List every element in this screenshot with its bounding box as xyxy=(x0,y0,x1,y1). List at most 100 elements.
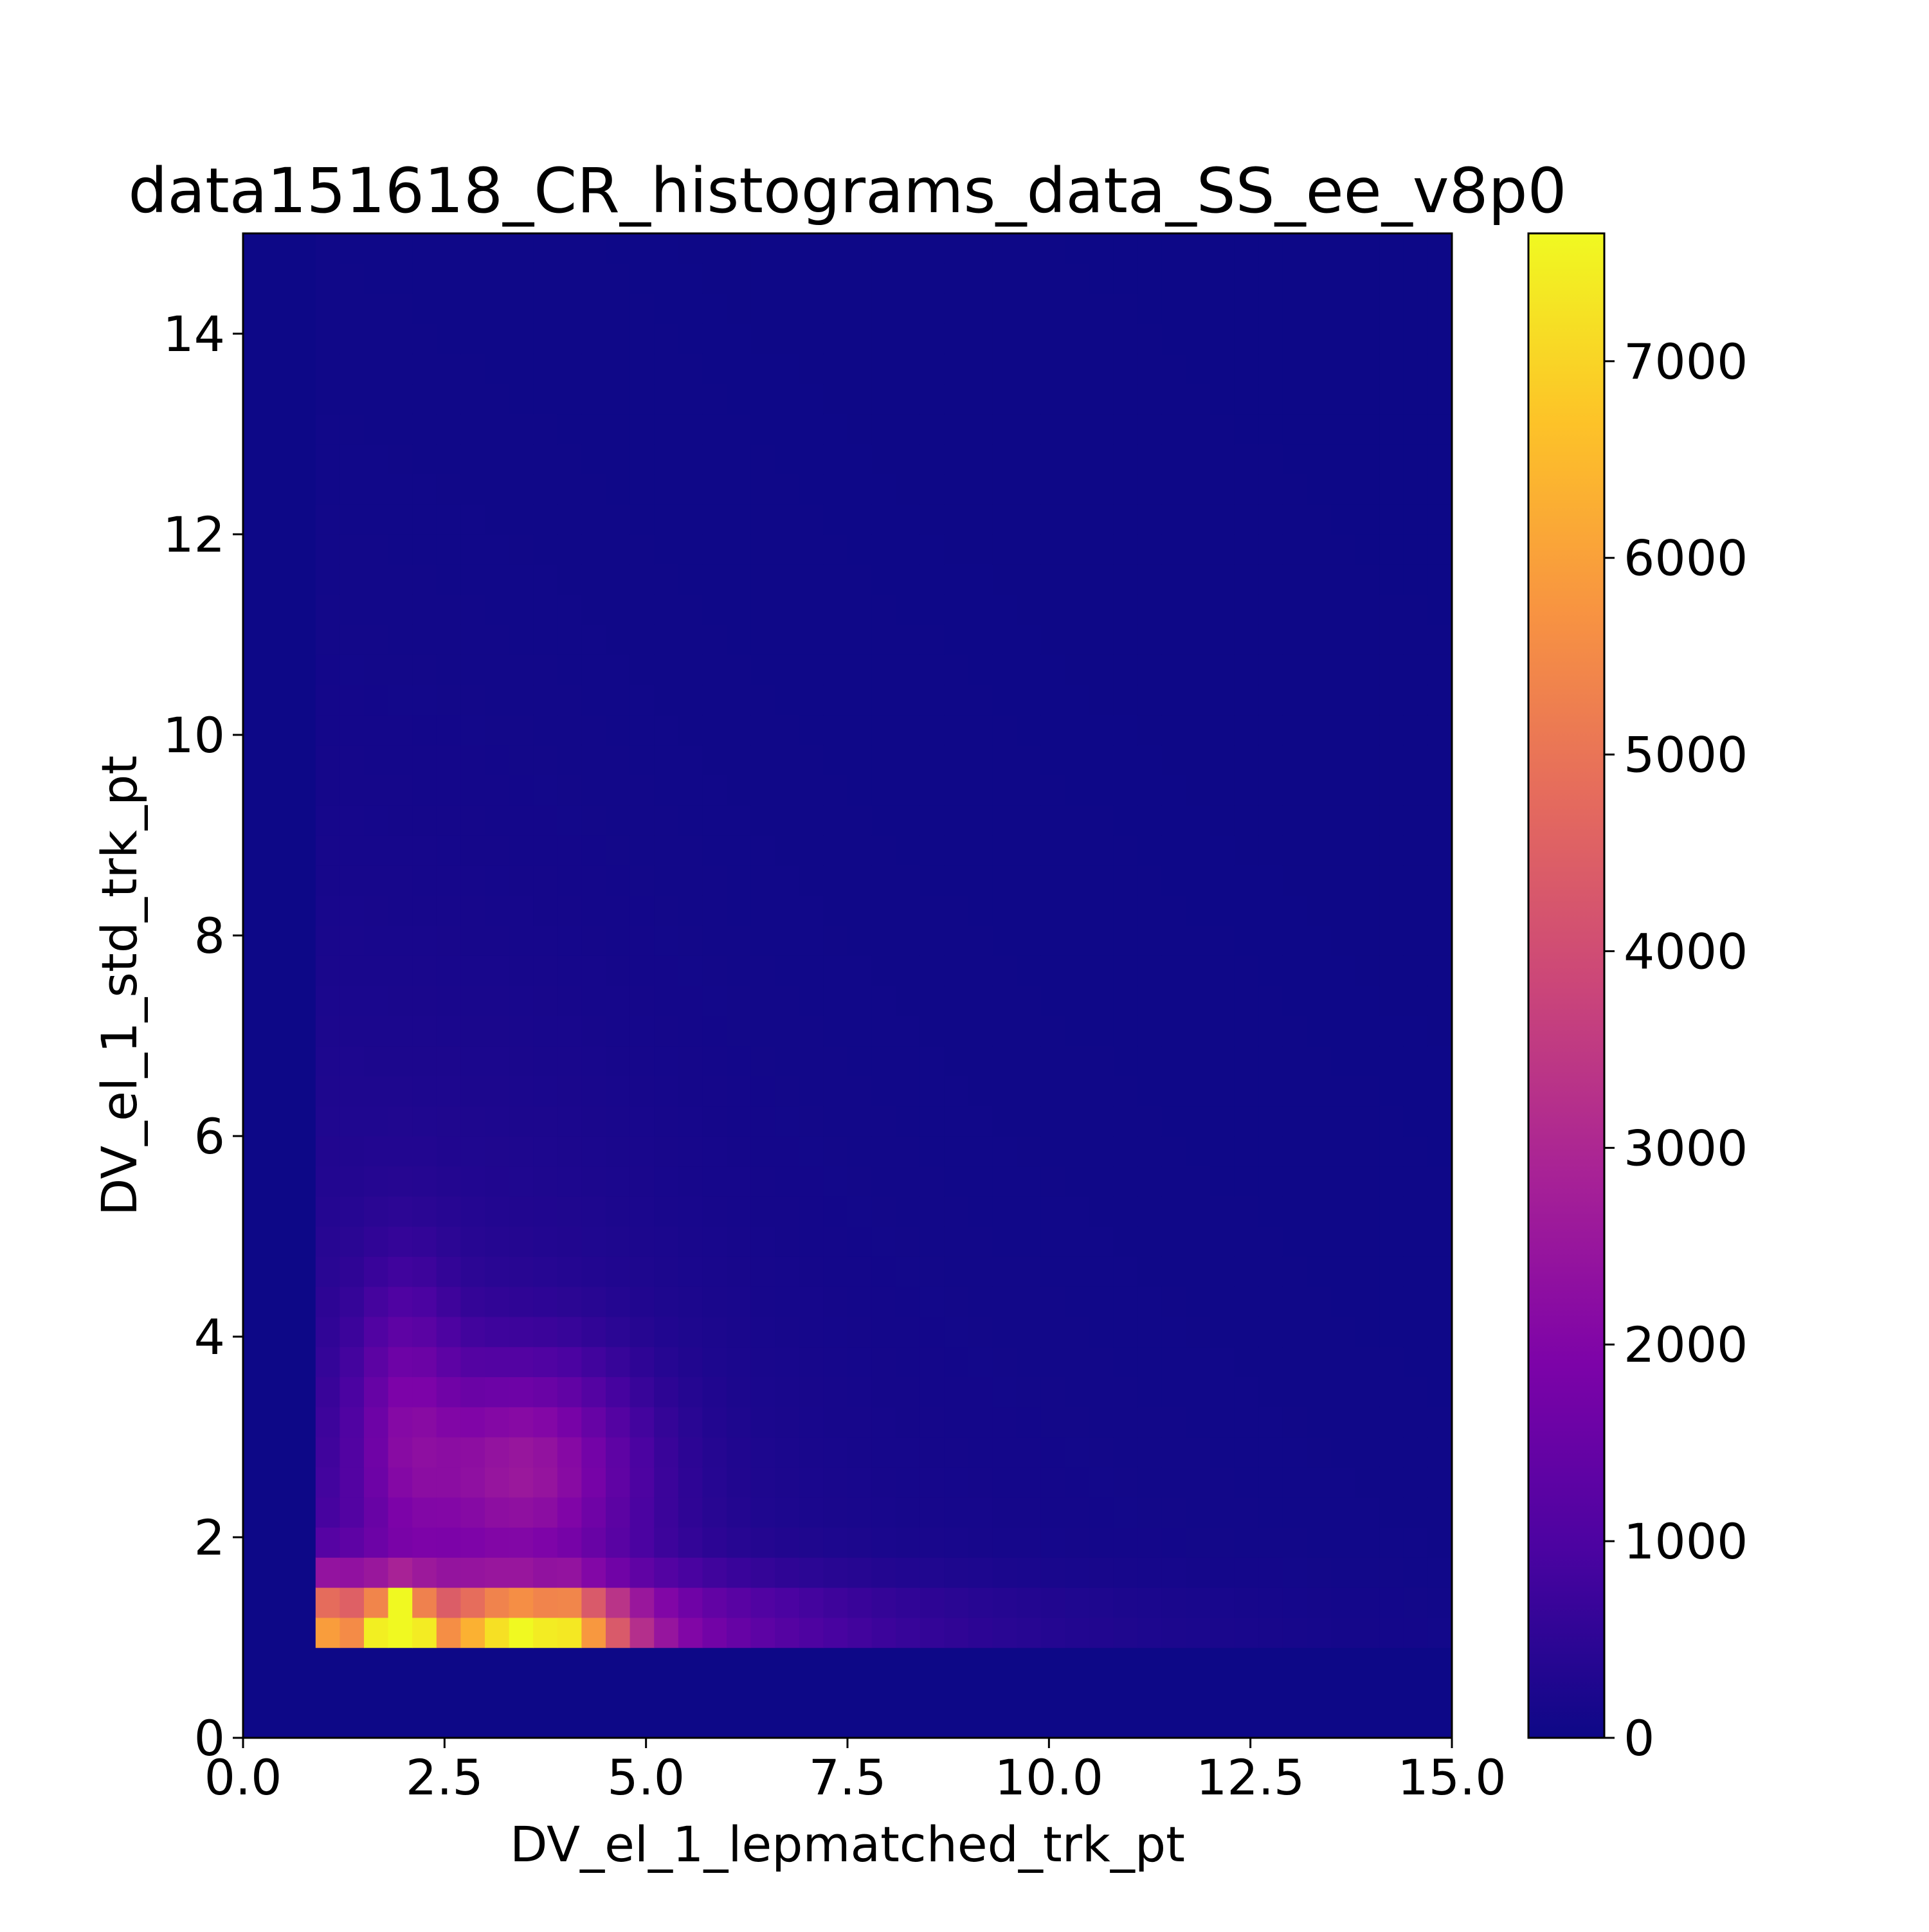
heatmap-cell xyxy=(1355,655,1380,685)
heatmap-cell xyxy=(412,1076,437,1106)
heatmap-cell xyxy=(896,1076,921,1106)
heatmap-cell xyxy=(847,655,873,685)
heatmap-cell xyxy=(847,1196,873,1227)
heatmap-cell xyxy=(1234,865,1259,896)
heatmap-cell xyxy=(1161,384,1186,415)
y-tick-label: 0 xyxy=(194,1710,225,1767)
heatmap-cell xyxy=(654,1377,679,1407)
heatmap-cell xyxy=(750,745,775,775)
heatmap-cell xyxy=(315,1377,340,1407)
heatmap-cell xyxy=(436,1286,461,1317)
heatmap-cell xyxy=(823,835,848,866)
heatmap-cell xyxy=(799,354,824,384)
heatmap-cell xyxy=(775,895,800,926)
heatmap-cell xyxy=(1234,1377,1259,1407)
heatmap-cell xyxy=(702,594,727,625)
heatmap-cell xyxy=(1355,714,1380,746)
heatmap-cell xyxy=(944,444,969,474)
heatmap-cell xyxy=(1161,925,1186,956)
heatmap-cell xyxy=(533,1166,558,1197)
heatmap-cell xyxy=(823,384,848,415)
heatmap-cell xyxy=(1113,1196,1138,1227)
heatmap-cell xyxy=(702,1467,727,1498)
heatmap-cell xyxy=(1427,323,1453,354)
heatmap-cell xyxy=(460,444,485,474)
heatmap-cell xyxy=(436,865,461,896)
heatmap-cell xyxy=(388,1346,413,1377)
heatmap-cell xyxy=(992,1136,1017,1167)
heatmap-cell xyxy=(992,1527,1017,1558)
heatmap-cell xyxy=(1113,955,1138,986)
heatmap-cell xyxy=(1403,1377,1428,1407)
heatmap-cell xyxy=(1089,1045,1114,1076)
heatmap-cell xyxy=(460,1196,485,1227)
heatmap-cell xyxy=(847,1587,873,1618)
heatmap-cell xyxy=(1282,1106,1307,1137)
heatmap-cell xyxy=(1089,594,1114,625)
heatmap-cell xyxy=(1258,1527,1283,1558)
heatmap-cell xyxy=(1427,925,1453,956)
heatmap-cell xyxy=(678,1377,703,1407)
heatmap-cell xyxy=(1017,384,1042,415)
heatmap-cell xyxy=(1065,1045,1090,1076)
heatmap-cell xyxy=(678,413,703,445)
heatmap-cell xyxy=(460,805,485,836)
heatmap-cell xyxy=(919,594,945,625)
heatmap-cell xyxy=(992,1497,1017,1528)
heatmap-cell xyxy=(485,865,510,896)
heatmap-cell xyxy=(557,293,582,324)
heatmap-cell xyxy=(750,1256,775,1287)
heatmap-cell xyxy=(1017,1045,1042,1076)
heatmap-cell xyxy=(1040,474,1065,505)
heatmap-cell xyxy=(871,444,896,474)
heatmap-cell xyxy=(727,895,752,926)
heatmap-cell xyxy=(1017,413,1042,445)
heatmap-cell xyxy=(485,594,510,625)
heatmap-cell xyxy=(460,1346,485,1377)
heatmap-cell xyxy=(847,1045,873,1076)
heatmap-cell xyxy=(896,1587,921,1618)
heatmap-cell xyxy=(1137,233,1163,264)
heatmap-cell xyxy=(775,233,800,264)
heatmap-cell xyxy=(460,1377,485,1407)
heatmap-cell xyxy=(1137,714,1163,746)
heatmap-cell xyxy=(315,354,340,384)
heatmap-cell xyxy=(1161,1497,1186,1528)
heatmap-cell xyxy=(823,1617,848,1648)
heatmap-cell xyxy=(557,925,582,956)
heatmap-cell xyxy=(1282,564,1307,595)
heatmap-cell xyxy=(944,1557,969,1588)
heatmap-cell xyxy=(1379,835,1404,866)
heatmap-cell xyxy=(1210,293,1235,324)
heatmap-cell xyxy=(315,1045,340,1076)
heatmap-cell xyxy=(799,685,824,716)
heatmap-cell xyxy=(581,986,606,1016)
heatmap-cell xyxy=(750,263,775,294)
heatmap-cell xyxy=(485,986,510,1016)
heatmap-cell xyxy=(896,1557,921,1588)
heatmap-cell xyxy=(364,1196,389,1227)
heatmap-cell xyxy=(436,1136,461,1167)
heatmap-cell xyxy=(1113,1286,1138,1317)
heatmap-cell xyxy=(606,1136,631,1167)
heatmap-cell xyxy=(968,594,993,625)
heatmap-cell xyxy=(896,1377,921,1407)
heatmap-cell xyxy=(968,384,993,415)
heatmap-cell xyxy=(364,504,389,535)
heatmap-cell xyxy=(968,865,993,896)
heatmap-cell xyxy=(992,805,1017,836)
heatmap-cell xyxy=(1186,655,1211,685)
heatmap-cell xyxy=(919,655,945,685)
heatmap-cell xyxy=(847,895,873,926)
heatmap-cell xyxy=(340,534,365,565)
heatmap-cell xyxy=(847,805,873,836)
heatmap-cell xyxy=(750,1136,775,1167)
heatmap-cell xyxy=(1403,1617,1428,1648)
heatmap-cell xyxy=(1403,233,1428,264)
heatmap-cell xyxy=(412,504,437,535)
heatmap-cell xyxy=(1161,534,1186,565)
heatmap-cell xyxy=(485,1045,510,1076)
heatmap-cell xyxy=(340,384,365,415)
heatmap-cell xyxy=(799,413,824,445)
heatmap-cell xyxy=(533,1256,558,1287)
